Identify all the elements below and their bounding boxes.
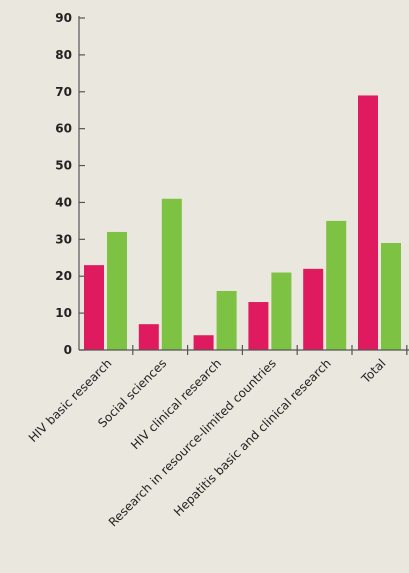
- bar: [138, 324, 159, 350]
- category-label: HIV basic research: [26, 356, 115, 445]
- y-tick-label: 50: [55, 159, 72, 173]
- bar: [303, 268, 324, 350]
- y-tick-label: 30: [55, 232, 72, 246]
- y-tick-label: 90: [55, 11, 72, 25]
- bar: [358, 95, 378, 350]
- y-tick-label: 10: [55, 306, 72, 320]
- bar: [271, 272, 292, 350]
- category-label: HIV clinical research: [128, 356, 224, 452]
- bar: [193, 335, 214, 350]
- y-tick-label: 80: [55, 48, 72, 62]
- bar: [216, 290, 237, 350]
- category-label: Total: [358, 356, 388, 386]
- y-tick-label: 70: [55, 85, 72, 99]
- y-tick-label: 40: [55, 195, 72, 209]
- bar: [248, 302, 269, 350]
- bar: [381, 243, 401, 350]
- y-tick-label: 60: [55, 122, 72, 136]
- y-tick-label: 20: [55, 269, 72, 283]
- bar: [161, 198, 182, 350]
- bar: [326, 220, 347, 350]
- bar: [107, 231, 127, 350]
- bar: [84, 265, 104, 350]
- y-tick-label: 0: [64, 343, 72, 357]
